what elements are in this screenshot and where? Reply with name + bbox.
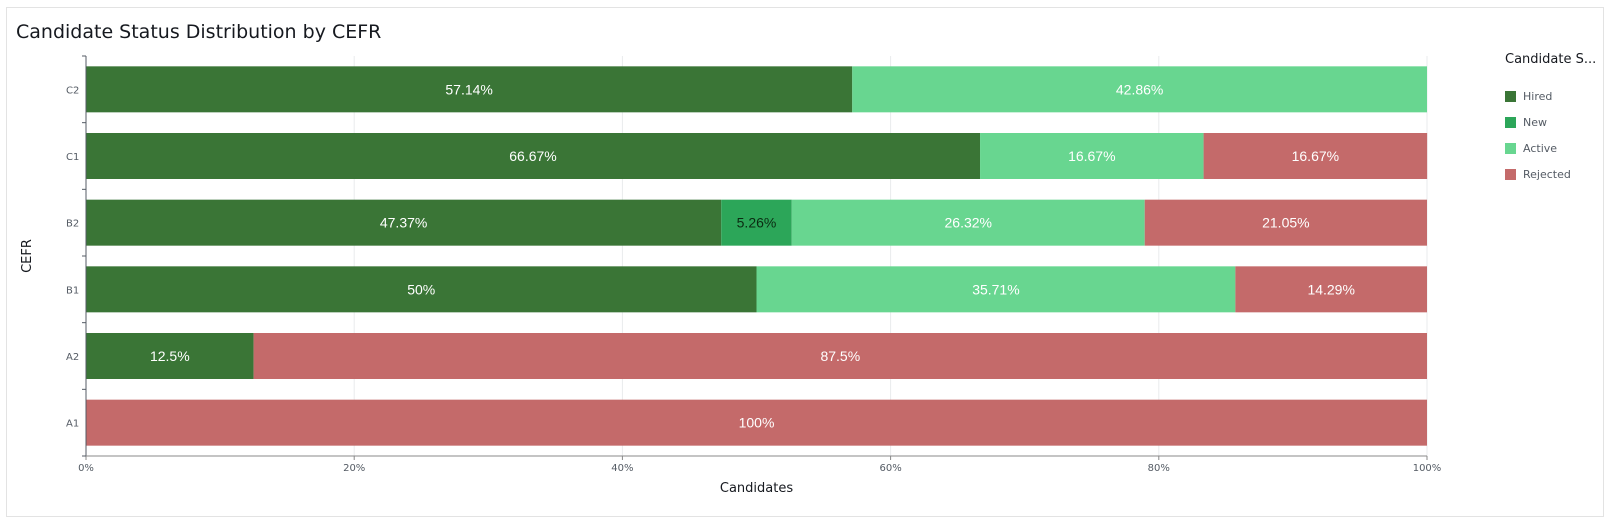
y-tick-label: A2 <box>66 352 79 363</box>
x-tick-label: 100% <box>1413 463 1442 474</box>
chart-title: Candidate Status Distribution by CEFR <box>16 21 382 43</box>
data-label: 16.67% <box>1292 148 1339 164</box>
bar-hired <box>86 66 853 113</box>
legend: Candidate S... Hired New Active Rejected <box>1505 52 1605 187</box>
gridlines <box>353 56 1428 456</box>
data-label: 42.86% <box>1116 81 1163 97</box>
data-label: 57.14% <box>445 81 492 97</box>
legend-label: Hired <box>1523 89 1553 103</box>
legend-label: New <box>1523 115 1547 129</box>
y-tick-label: C1 <box>66 152 79 163</box>
data-label: 66.67% <box>509 148 556 164</box>
y-tick-label: A1 <box>66 419 79 430</box>
bar-hired <box>86 199 722 246</box>
data-label: 14.29% <box>1307 281 1354 297</box>
legend-title: Candidate S... <box>1505 52 1597 67</box>
bar-new <box>721 199 792 246</box>
bar-active <box>791 199 1145 246</box>
legend-label: Rejected <box>1523 167 1571 181</box>
x-tick-label: 40% <box>611 463 633 474</box>
bar-active <box>756 266 1236 313</box>
axes: 0% 20% 40% 60% 80% 100% C2 C1 B2 B1 A2 A1 Candidates… <box>20 55 1442 496</box>
data-label: 21.05% <box>1262 215 1309 231</box>
legend-label: Active <box>1523 141 1558 155</box>
bar-rejected <box>253 333 1427 379</box>
y-tick-label: B1 <box>66 285 79 296</box>
data-label: 26.32% <box>945 215 992 231</box>
bar-rejected <box>1235 266 1427 313</box>
bar-rejected <box>1203 133 1428 179</box>
legend-item-new[interactable]: New <box>1505 109 1605 135</box>
data-label: 47.37% <box>380 215 427 231</box>
x-tick-label: 60% <box>879 463 901 474</box>
data-label: 5.26% <box>737 215 777 231</box>
bar-active <box>980 133 1204 179</box>
data-label: 100% <box>739 415 775 431</box>
data-label: 35.71% <box>972 281 1019 297</box>
legend-swatch <box>1505 142 1516 154</box>
y-tick-label: B2 <box>66 219 79 230</box>
y-axis-title: CEFR <box>20 239 35 273</box>
x-tick-label: 0% <box>78 463 94 474</box>
legend-item-active[interactable]: Active <box>1505 135 1605 161</box>
legend-swatch <box>1505 90 1516 102</box>
data-label: 50% <box>407 281 435 297</box>
legend-swatch <box>1505 168 1516 180</box>
x-tick-label: 80% <box>1148 463 1170 474</box>
bar-rejected <box>86 399 1427 446</box>
y-tick-label: C2 <box>66 85 79 96</box>
legend-swatch <box>1505 116 1516 128</box>
legend-item-rejected[interactable]: Rejected <box>1505 161 1605 187</box>
data-label: 16.67% <box>1068 148 1115 164</box>
bar-rejected <box>1144 199 1427 246</box>
bar-active <box>852 66 1427 113</box>
data-label: 12.5% <box>150 348 190 364</box>
bar-series: 57.14% 42.86% 66.67% 16.67% 16.67% 47.37% 5.26… <box>86 66 1428 446</box>
bar-hired <box>86 266 757 313</box>
x-axis-title: Candidates <box>720 481 793 496</box>
bar-hired <box>86 333 254 379</box>
bar-hired <box>86 133 981 179</box>
legend-item-hired[interactable]: Hired <box>1505 83 1605 109</box>
x-tick-label: 20% <box>343 463 365 474</box>
data-label: 87.5% <box>820 348 860 364</box>
